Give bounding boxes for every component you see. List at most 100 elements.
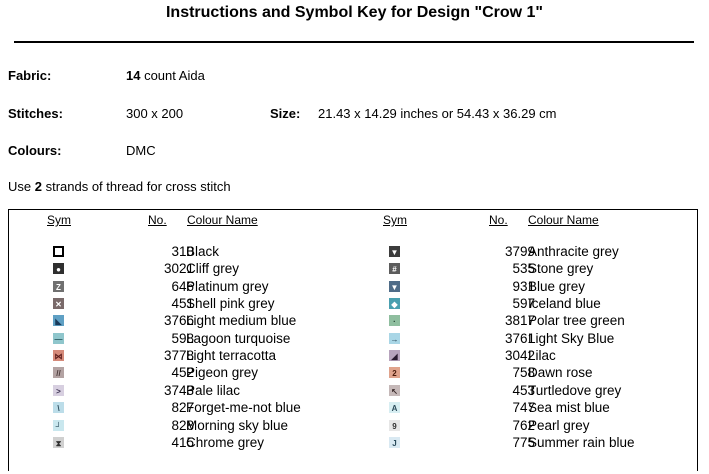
stitch-symbol-icon: J bbox=[389, 436, 400, 448]
colour-name: Light medium blue bbox=[186, 313, 297, 329]
colour-name: Lilac bbox=[528, 348, 556, 364]
colour-name: Platinum grey bbox=[186, 278, 269, 294]
title-divider bbox=[14, 41, 694, 43]
dmc-number: 931 bbox=[512, 278, 535, 294]
colour-name: Iceland blue bbox=[528, 296, 601, 312]
table-row: A 747 Sea mist blue bbox=[0, 399, 700, 416]
stitch-symbol-icon: # bbox=[389, 263, 400, 275]
header-name-right: Colour Name bbox=[528, 213, 599, 227]
stitches-value: 300 x 200 bbox=[126, 106, 184, 121]
stitch-symbol-icon: — bbox=[53, 332, 64, 344]
dmc-number: 3743 bbox=[163, 382, 194, 398]
strands-note: Use 2 strands of thread for cross stitch bbox=[8, 179, 231, 194]
colour-name: Cliff grey bbox=[186, 261, 240, 277]
dmc-number: 3766 bbox=[163, 313, 194, 329]
table-row: ▼ 931 Blue grey bbox=[0, 278, 700, 295]
header-no-left: No. bbox=[148, 213, 167, 227]
stitch-symbol-icon: ↖ bbox=[389, 384, 400, 396]
colours-value: DMC bbox=[126, 143, 156, 158]
dmc-number: 775 bbox=[512, 434, 535, 450]
colour-name: Chrome grey bbox=[186, 434, 265, 450]
table-row: ◆ 597 Iceland blue bbox=[0, 295, 700, 312]
stitch-symbol-icon bbox=[53, 246, 64, 257]
table-row: — 598 Lagoon turquoise bbox=[0, 330, 700, 347]
colour-name: Lagoon turquoise bbox=[186, 330, 291, 346]
colour-name: Anthracite grey bbox=[528, 244, 619, 259]
page-title: Instructions and Symbol Key for Design "… bbox=[165, 4, 543, 21]
dmc-number: 451 bbox=[171, 296, 194, 312]
dmc-number: 310 bbox=[171, 244, 194, 259]
colour-name: Pale lilac bbox=[186, 382, 241, 398]
size-value: 21.43 x 14.29 inches or 54.43 x 36.29 cm bbox=[318, 106, 557, 121]
table-row: · 3817 Polar tree green bbox=[0, 312, 700, 329]
colour-name: Blue grey bbox=[528, 278, 586, 294]
table-row: ▼ 3799 Anthracite grey bbox=[0, 243, 700, 260]
dmc-number: 747 bbox=[512, 400, 535, 416]
stitch-symbol-icon: ◣ bbox=[53, 315, 64, 327]
colour-name: Polar tree green bbox=[528, 313, 625, 329]
dmc-number: 598 bbox=[171, 330, 194, 346]
header-sym-right: Sym bbox=[383, 213, 407, 227]
dmc-number: 3042 bbox=[504, 348, 535, 364]
table-row: ◢ 3042 Lilac bbox=[0, 347, 700, 364]
stitch-symbol-icon: ◆ bbox=[389, 298, 400, 310]
fabric-count: 14 bbox=[126, 68, 141, 83]
stitch-symbol-icon: · bbox=[389, 315, 400, 327]
colour-name: Shell pink grey bbox=[186, 296, 275, 312]
colour-name: Stone grey bbox=[528, 261, 594, 277]
fabric-type: count Aida bbox=[140, 68, 205, 83]
dmc-number: 452 bbox=[171, 365, 194, 381]
stitch-symbol-icon: ● bbox=[53, 263, 64, 275]
dmc-number: 3021 bbox=[163, 261, 194, 277]
dmc-number: 3799 bbox=[504, 244, 535, 259]
table-row: ◣ 3766 Light medium blue bbox=[0, 312, 700, 329]
header-sym-left: Sym bbox=[47, 213, 71, 227]
dmc-number: 758 bbox=[512, 365, 535, 381]
stitch-symbol-icon: ▼ bbox=[389, 246, 400, 257]
table-row: ⧗ 415 Chrome grey bbox=[0, 434, 700, 451]
table-row: Z 646 Platinum grey bbox=[0, 278, 700, 295]
dmc-number: 453 bbox=[512, 382, 535, 398]
colour-name: Sea mist blue bbox=[528, 400, 610, 416]
colour-name: Pigeon grey bbox=[186, 365, 259, 381]
dmc-number: 827 bbox=[171, 400, 194, 416]
table-row: >3743 Pale lilac bbox=[0, 382, 700, 399]
colours-label: Colours: bbox=[8, 143, 62, 158]
stitch-symbol-icon: \ bbox=[53, 402, 64, 414]
fabric-label: Fabric: bbox=[8, 68, 52, 83]
stitch-symbol-icon: A bbox=[389, 402, 400, 414]
stitches-label: Stitches: bbox=[8, 106, 63, 121]
table-row: ↖ 453 Turtledove grey bbox=[0, 382, 700, 399]
dmc-number: 3817 bbox=[504, 313, 535, 329]
colour-name: Summer rain blue bbox=[528, 434, 635, 450]
dmc-number: 535 bbox=[512, 261, 535, 277]
strands-note-post: strands of thread for cross stitch bbox=[41, 179, 231, 194]
table-row: 2 758 Dawn rose bbox=[0, 364, 700, 381]
stitch-symbol-icon: ┘ bbox=[53, 419, 64, 431]
table-row: ┘ 828 Morning sky blue bbox=[0, 417, 700, 434]
dmc-number: 828 bbox=[171, 417, 194, 433]
colour-name: Light Sky Blue bbox=[528, 330, 615, 346]
stitch-symbol-icon: // bbox=[53, 367, 64, 379]
colour-name: Dawn rose bbox=[528, 365, 593, 381]
colour-name: Morning sky blue bbox=[186, 417, 289, 433]
strands-count: 2 bbox=[34, 179, 42, 194]
header-no-right: No. bbox=[489, 213, 508, 227]
dmc-number: 3761 bbox=[504, 330, 535, 346]
table-row: ✕ 451 Shell pink grey bbox=[0, 295, 700, 312]
colour-name: Light terracotta bbox=[186, 348, 277, 364]
table-row: → 3761 Light Sky Blue bbox=[0, 330, 700, 347]
strands-note-pre: Use bbox=[8, 179, 35, 194]
fabric-value: 14 count Aida bbox=[126, 68, 205, 83]
table-row: ● 3021 Cliff grey bbox=[0, 260, 700, 277]
colour-name: Black bbox=[186, 244, 220, 259]
stitch-symbol-icon: ◢ bbox=[389, 350, 400, 362]
stitch-symbol-icon: > bbox=[53, 384, 64, 396]
stitch-symbol-icon: 2 bbox=[389, 367, 400, 379]
dmc-number: 415 bbox=[171, 434, 194, 450]
dmc-number: 597 bbox=[512, 296, 535, 312]
table-row: J 775 Summer rain blue bbox=[0, 434, 700, 451]
stitch-symbol-icon: → bbox=[389, 332, 400, 344]
table-row: #535 Stone grey bbox=[0, 260, 700, 277]
colour-name: Turtledove grey bbox=[528, 382, 622, 398]
